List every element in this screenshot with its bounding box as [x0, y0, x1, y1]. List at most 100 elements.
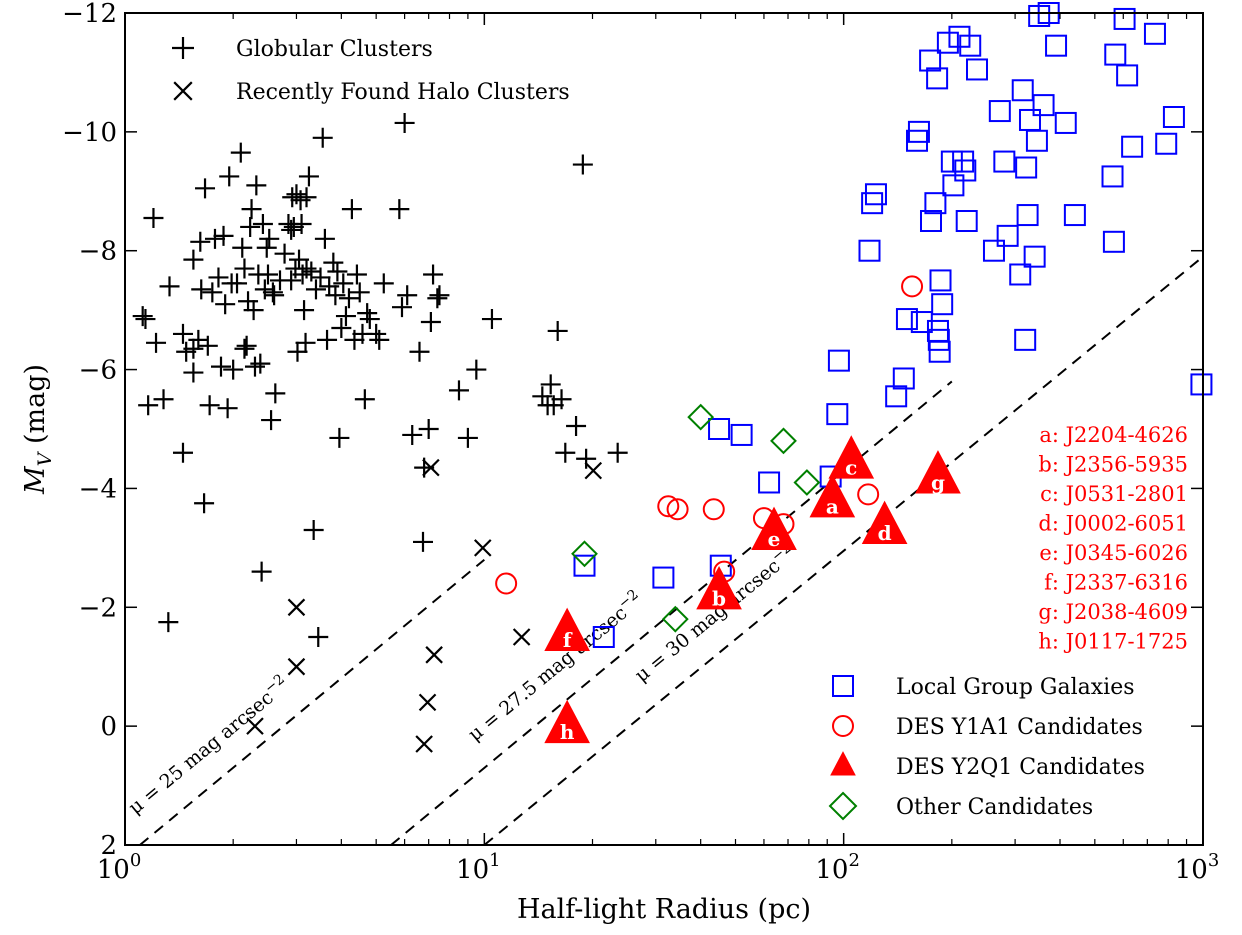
- data-point: [234, 338, 255, 359]
- legend-bottom: Local Group Galaxies DES Y1A1 Candidates D…: [828, 675, 1145, 821]
- y-tick-label: −4: [79, 474, 117, 504]
- data-point: [213, 225, 234, 246]
- data-point: [901, 275, 924, 298]
- data-point: [512, 628, 531, 646]
- data-point: [425, 646, 443, 664]
- candidate-name: a: J2204-4626: [1039, 423, 1188, 447]
- data-point: [666, 498, 689, 521]
- data-point: [966, 58, 989, 81]
- data-point: [1032, 94, 1055, 117]
- y-tick-label: 2: [100, 831, 117, 861]
- data-point: [544, 699, 590, 744]
- data-point: [153, 389, 174, 410]
- data-point: [172, 442, 193, 463]
- data-point: [418, 693, 437, 712]
- data-point: [1009, 263, 1032, 286]
- y-axis-title: MV (mag): [20, 364, 56, 495]
- data-point: [988, 100, 1011, 123]
- data-point: [657, 495, 680, 518]
- data-point: [262, 282, 283, 303]
- data-point: [197, 335, 218, 356]
- data-point: [864, 183, 887, 206]
- data-point: [135, 309, 156, 330]
- data-point: [940, 150, 963, 173]
- legend-marker: [828, 791, 858, 821]
- data-point-label: h: [560, 720, 575, 744]
- data-point: [138, 395, 159, 416]
- data-point: [928, 340, 951, 363]
- data-point: [1023, 245, 1046, 268]
- data-point: [246, 717, 264, 735]
- data-point: [1045, 34, 1068, 57]
- data-point: [466, 359, 487, 380]
- data-point: [394, 112, 415, 133]
- y-tick-label: −2: [79, 593, 117, 623]
- legend-marker: [832, 675, 854, 697]
- data-point: [143, 208, 164, 229]
- sb-line: [390, 380, 953, 846]
- data-point: [1016, 204, 1039, 227]
- data-point: [217, 398, 238, 419]
- candidate-name: c: J0531-2801: [1040, 482, 1188, 506]
- data-point: [566, 416, 587, 437]
- data-point: [895, 308, 918, 331]
- data-point: [341, 199, 362, 220]
- data-point: [418, 419, 439, 439]
- legend-marker: [832, 715, 854, 737]
- data-point: [264, 285, 285, 306]
- data-point: [858, 239, 881, 262]
- data-point: [409, 341, 430, 362]
- data-point: [296, 187, 317, 208]
- data-point: [993, 150, 1016, 173]
- data-point: [861, 192, 884, 215]
- data-point: [241, 199, 262, 220]
- data-point-label: e: [768, 527, 781, 551]
- data-point: [303, 520, 324, 541]
- sb-line-label: μ = 30 mag arcsec−2: [629, 540, 801, 687]
- data-point: [391, 297, 412, 318]
- legend-label: Globular Clusters: [236, 37, 433, 62]
- data-point: [915, 450, 961, 494]
- data-point: [919, 49, 942, 72]
- data-point: [661, 605, 689, 633]
- data-point: [227, 273, 248, 294]
- data-point: [809, 473, 856, 518]
- data-point: [354, 389, 375, 410]
- data-point: [369, 329, 390, 350]
- data-point: [305, 279, 326, 300]
- data-point: [397, 285, 418, 306]
- data-point: [1104, 43, 1127, 66]
- data-point: [551, 389, 572, 410]
- data-point: [202, 282, 223, 303]
- x-tick-label: 103: [1175, 850, 1220, 885]
- data-point: [1190, 373, 1213, 396]
- data-point: [652, 566, 675, 589]
- data-point: [251, 561, 272, 582]
- data-point: [402, 424, 423, 445]
- data-point: [1018, 108, 1041, 131]
- data-point: [223, 359, 244, 380]
- data-point: [592, 626, 615, 648]
- data-point: [584, 461, 603, 480]
- data-point: [861, 500, 908, 545]
- data-point: [1155, 132, 1178, 155]
- candidate-name: h: J0117-1725: [1038, 630, 1188, 654]
- data-point: [892, 367, 915, 390]
- candidate-name: g: J2038-4609: [1038, 600, 1188, 624]
- data-point: [335, 306, 356, 327]
- data-point: [540, 374, 561, 395]
- data-point: [885, 385, 908, 408]
- legend-marker: [173, 81, 193, 101]
- data-point: [234, 258, 255, 279]
- data-point-label: b: [712, 586, 726, 610]
- legend-marker: [172, 37, 194, 59]
- data-point: [828, 435, 875, 479]
- series-other-candidates: [571, 403, 821, 633]
- data-point: [296, 258, 317, 279]
- data-point: [243, 300, 264, 321]
- data-point: [532, 386, 553, 407]
- data-point: [349, 282, 370, 303]
- data-point: [1063, 204, 1086, 227]
- y-tick-label: −8: [79, 237, 117, 267]
